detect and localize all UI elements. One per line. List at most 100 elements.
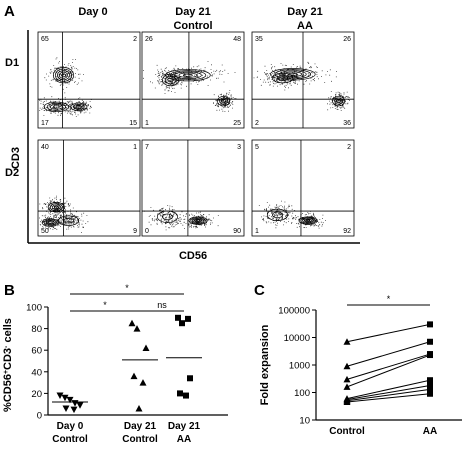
b-point: [187, 375, 193, 382]
c-significance-label: *: [387, 294, 391, 304]
flow-plot-grid: 65 2 17 15 26 48 1 25 35 26 2 36 40 1 50 9 7 3 0 90 5 2 1 92: [37, 31, 355, 237]
flow-contour: [57, 70, 70, 81]
a-x-axis-label: CD56: [179, 250, 207, 262]
b-point: [61, 394, 69, 402]
flow-contour: [70, 102, 88, 112]
b-point: [56, 392, 64, 400]
quadrant-lr: 36: [343, 120, 351, 127]
flow-contour: [302, 217, 314, 224]
flow-contour: [194, 218, 203, 223]
flow-contour: [41, 218, 59, 227]
b-y-tick-label: 60: [31, 346, 42, 357]
flow-contour: [183, 73, 193, 77]
b-x-category-label: Control: [52, 434, 88, 445]
c-point-control: [343, 398, 351, 406]
a-y-axis-label: CD3: [10, 147, 22, 169]
flow-contour: [277, 75, 289, 81]
panel-b-chart: 0 20 40 60 80 100 Day 0 Control Day 21 Control Day…: [26, 283, 228, 445]
flow-contour: [217, 95, 231, 107]
flow-contour: [73, 103, 85, 110]
b-y-tick-label: 100: [26, 303, 42, 314]
flow-contour: [272, 72, 294, 84]
col-header-2-line2: Control: [173, 20, 212, 32]
b-x-category-label: Day 21: [168, 421, 201, 432]
flow-contour: [304, 218, 313, 223]
c-pair-line: [346, 379, 431, 400]
quadrant-ur: 2: [347, 144, 351, 151]
quadrant-ll: 0: [145, 228, 149, 235]
b-point: [76, 402, 84, 409]
panel-c-letter: C: [254, 282, 265, 299]
c-point-aa: [427, 386, 433, 393]
b-significance-label: *: [103, 300, 107, 310]
flow-contour: [219, 97, 229, 105]
quadrant-lr: 25: [233, 120, 241, 127]
flow-contour: [47, 202, 65, 213]
flow-plot-r1-c2: 26 48 1 25: [141, 31, 245, 129]
c-y-tick-label: 10000: [284, 333, 310, 344]
flow-contour: [178, 72, 198, 78]
flow-contour: [272, 211, 283, 219]
flow-contour: [164, 75, 177, 85]
flow-contour: [54, 68, 73, 82]
flow-contour: [167, 77, 174, 83]
flow-contour: [75, 105, 82, 109]
c-point-control: [343, 362, 351, 370]
flow-contour: [305, 219, 311, 222]
flow-plot-r1-c1: 65 2 17 15: [37, 31, 141, 129]
flow-contour: [332, 95, 346, 107]
c-point-control: [343, 375, 351, 383]
c-x-category-label: AA: [423, 426, 437, 437]
row-label-d1: D1: [5, 57, 19, 69]
panel-a-axes: [27, 30, 360, 244]
quadrant-ur: 26: [343, 36, 351, 43]
flow-plot-r2-c2: 7 3 0 90: [141, 139, 245, 237]
flow-contour: [334, 97, 344, 105]
c-y-tick-label: 100: [294, 388, 310, 399]
c-pair-line: [346, 323, 431, 343]
c-point-control: [343, 338, 351, 345]
quadrant-lr: 90: [233, 228, 241, 235]
row-label-d2: D2: [5, 167, 19, 179]
c-point-control: [343, 383, 351, 390]
quadrant-ul: 35: [255, 36, 263, 43]
flow-contour: [51, 204, 61, 210]
b-point: [139, 379, 147, 386]
quadrant-ur: 48: [233, 36, 241, 43]
b-point: [70, 406, 78, 414]
flow-contour: [46, 102, 66, 111]
b-point: [179, 320, 185, 327]
quadrant-ll: 17: [41, 120, 49, 127]
b-y-tick-label: 80: [31, 324, 42, 335]
c-pair-line: [346, 353, 431, 380]
c-y-axis-label: Fold expansion: [259, 324, 271, 405]
flow-contour: [298, 216, 318, 225]
b-point: [142, 344, 150, 352]
c-y-tick-label: 10: [299, 416, 310, 427]
flow-contour: [43, 219, 57, 226]
col-header-3-line2: AA: [297, 20, 313, 32]
quadrant-ul: 40: [41, 144, 49, 151]
panel-a-letter: A: [4, 3, 15, 20]
b-point: [62, 405, 70, 413]
quadrant-lr: 15: [129, 120, 137, 127]
flow-contour: [190, 217, 206, 225]
flow-contour: [61, 73, 66, 78]
quadrant-ll: 50: [41, 228, 49, 235]
quadrant-ul: 7: [145, 144, 149, 151]
c-pair-line: [346, 384, 431, 401]
b-y-tick-label: 40: [31, 367, 42, 378]
quadrant-ur: 1: [133, 144, 137, 151]
flow-contour: [45, 220, 55, 225]
b-x-category-label: Day 21: [124, 421, 157, 432]
quadrant-lr: 92: [343, 228, 351, 235]
b-x-category-label: AA: [177, 434, 191, 445]
flow-plot-r2-c3: 5 2 1 92: [251, 139, 355, 237]
c-x-category-label: Control: [329, 426, 365, 437]
flow-contour: [169, 70, 207, 81]
col-header-2-line1: Day 21: [175, 6, 210, 18]
c-point-aa: [427, 390, 433, 397]
c-point-aa: [427, 338, 433, 345]
b-point: [130, 372, 138, 380]
